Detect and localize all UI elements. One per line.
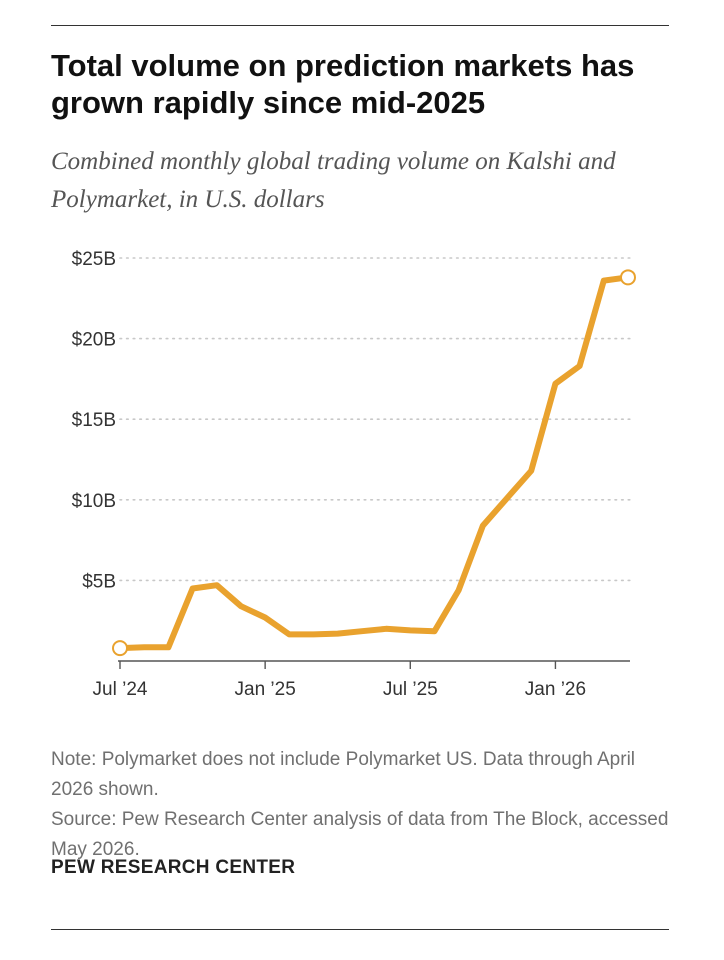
x-tick-label: Jul ’25	[383, 679, 438, 700]
y-tick-label: $25B	[72, 249, 116, 270]
chart-subtitle: Combined monthly global trading volume o…	[51, 148, 616, 213]
end-point-marker	[620, 269, 636, 286]
gridlines	[119, 257, 631, 582]
line-chart: $5B$10B$15B$20B$25B Jul ’24 Jan ’25 Jul ’2…	[72, 249, 636, 700]
notes-block: Note: Polymarket does not include Polyma…	[51, 745, 671, 865]
x-tick-label: Jan ’26	[525, 679, 586, 700]
top-rule	[51, 25, 669, 26]
x-tick-label: Jul ’24	[93, 679, 148, 700]
chart-source: Source: Pew Research Center analysis of …	[51, 809, 669, 860]
start-point-marker	[112, 640, 128, 657]
y-tick-label: $10B	[72, 491, 116, 512]
x-axis-ticks: Jul ’24 Jan ’25 Jul ’25 Jan ’26	[93, 661, 586, 700]
series-line	[117, 274, 631, 652]
chart-note: Note: Polymarket does not include Polyma…	[51, 749, 636, 800]
y-tick-label: $15B	[72, 410, 116, 431]
brand-name: PEW RESEARCH CENTER	[51, 857, 296, 878]
bottom-rule	[51, 929, 669, 930]
y-tick-label: $5B	[82, 571, 116, 592]
y-axis-ticks: $5B $10B $15B $20B $25B	[72, 249, 116, 592]
chart-title: Total volume on prediction markets has g…	[51, 48, 635, 120]
series-layer	[112, 269, 636, 657]
y-tick-label: $20B	[72, 330, 116, 351]
x-tick-label: Jan ’25	[235, 679, 296, 700]
